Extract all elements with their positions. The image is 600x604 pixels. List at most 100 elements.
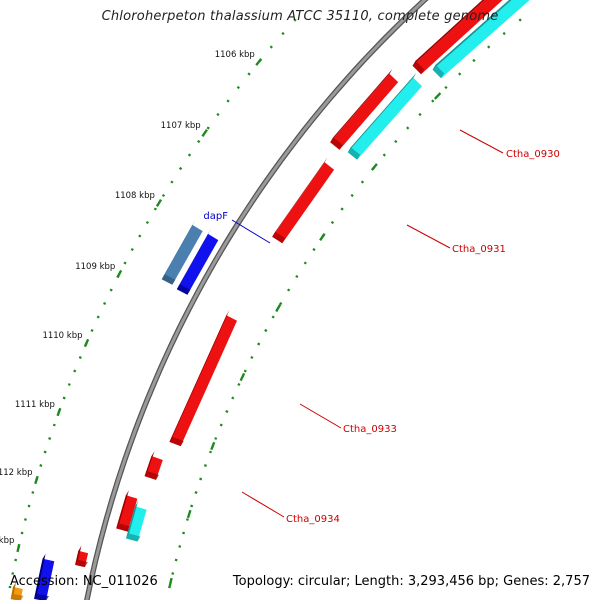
minor-tick xyxy=(244,371,246,372)
minor-tick xyxy=(215,438,217,439)
major-tick xyxy=(188,510,190,518)
kbp-label-1107: 1107 kbp xyxy=(161,121,201,131)
minor-tick xyxy=(40,465,42,466)
minor-tick xyxy=(124,262,126,263)
minor-tick xyxy=(191,506,193,507)
feature-ctha-0933[interactable] xyxy=(169,315,237,446)
minor-tick xyxy=(459,73,461,75)
minor-tick xyxy=(258,343,260,344)
major-tick xyxy=(320,234,325,241)
minor-tick xyxy=(68,384,70,385)
feature-ctha-0931-shade xyxy=(272,157,327,237)
minor-tick xyxy=(288,289,290,290)
minor-tick xyxy=(49,438,51,439)
minor-tick xyxy=(265,330,267,331)
minor-tick xyxy=(341,208,343,209)
minor-tick xyxy=(220,425,222,426)
minor-tick xyxy=(362,181,364,182)
gene-label-ctha-0931[interactable]: Ctha_0931 xyxy=(452,244,506,255)
gene-label-ctha-0933[interactable]: Ctha_0933 xyxy=(343,424,397,435)
minor-tick xyxy=(53,425,55,426)
minor-tick xyxy=(251,357,253,358)
minor-tick xyxy=(395,141,397,143)
minor-tick xyxy=(280,303,282,304)
minor-tick xyxy=(332,222,334,223)
minor-tick xyxy=(182,533,184,534)
minor-tick xyxy=(21,533,23,534)
major-tick xyxy=(157,200,161,207)
accession-text: Accession: NC_011026 xyxy=(10,574,158,589)
kbp-label-1113: 1113 kbp xyxy=(0,536,14,546)
minor-tick xyxy=(154,208,156,209)
minor-tick xyxy=(207,127,209,128)
minor-tick xyxy=(63,398,65,399)
minor-tick xyxy=(407,127,409,129)
minor-tick xyxy=(32,492,34,493)
feature-ctha-0930-shade xyxy=(330,69,392,142)
minor-tick xyxy=(351,195,353,196)
minor-tick xyxy=(445,87,447,89)
minor-tick xyxy=(282,33,284,35)
major-tick xyxy=(170,578,172,586)
leader-line xyxy=(300,404,341,428)
minor-tick xyxy=(104,303,106,304)
gene-label-dapf[interactable]: dapF xyxy=(203,211,228,222)
minor-tick xyxy=(204,465,206,466)
minor-tick xyxy=(313,249,315,250)
minor-tick xyxy=(186,519,188,520)
minor-tick xyxy=(15,560,17,561)
minor-tick xyxy=(237,87,239,88)
minor-tick xyxy=(24,519,26,520)
minor-tick xyxy=(172,573,174,574)
leader-line xyxy=(460,130,503,153)
major-tick xyxy=(58,408,61,416)
minor-tick xyxy=(248,73,250,75)
minor-tick xyxy=(74,371,76,372)
minor-tick xyxy=(217,114,219,115)
major-tick xyxy=(256,59,261,65)
minor-tick xyxy=(44,452,46,453)
minor-tick xyxy=(179,546,181,547)
major-tick xyxy=(276,305,280,312)
gene-label-ctha-0934[interactable]: Ctha_0934 xyxy=(286,514,340,525)
minor-tick xyxy=(146,222,148,223)
kbp-label-1111: 1111 kbp xyxy=(15,400,55,410)
minor-tick xyxy=(200,479,202,480)
minor-tick xyxy=(163,195,165,196)
major-tick xyxy=(117,270,121,277)
kbp-label-1106: 1106 kbp xyxy=(215,50,255,60)
minor-tick xyxy=(296,276,298,277)
kbp-label-1112: 1112 kbp xyxy=(0,468,33,478)
minor-tick xyxy=(175,560,177,561)
major-tick xyxy=(211,442,214,449)
major-tick xyxy=(85,339,88,346)
major-tick xyxy=(18,544,20,552)
minor-tick xyxy=(139,235,141,236)
leader-line xyxy=(407,225,450,248)
topology-text: Topology: circular; Length: 3,293,456 bp… xyxy=(233,574,590,589)
minor-tick xyxy=(131,249,133,250)
minor-tick xyxy=(432,100,434,102)
minor-tick xyxy=(488,46,490,48)
minor-tick xyxy=(503,33,505,35)
major-tick xyxy=(372,164,377,170)
minor-tick xyxy=(227,100,229,101)
minor-tick xyxy=(383,154,385,156)
leader-line xyxy=(232,220,270,243)
minor-tick xyxy=(473,60,475,62)
label-leaders xyxy=(232,130,503,517)
minor-tick xyxy=(209,452,211,453)
minor-tick xyxy=(180,168,182,169)
minor-tick xyxy=(198,141,200,142)
minor-tick xyxy=(171,181,173,182)
major-tick xyxy=(202,130,207,137)
gene-label-ctha-0930[interactable]: Ctha_0930 xyxy=(506,149,560,160)
minor-tick xyxy=(168,587,170,588)
kbp-label-1109: 1109 kbp xyxy=(75,262,115,272)
minor-tick xyxy=(195,492,197,493)
feature-ctha-0931[interactable] xyxy=(272,162,334,243)
labels: 1106 kbp 1107 kbp 1108 kbp 1109 kbp 1110… xyxy=(0,50,560,546)
minor-tick xyxy=(232,398,234,399)
